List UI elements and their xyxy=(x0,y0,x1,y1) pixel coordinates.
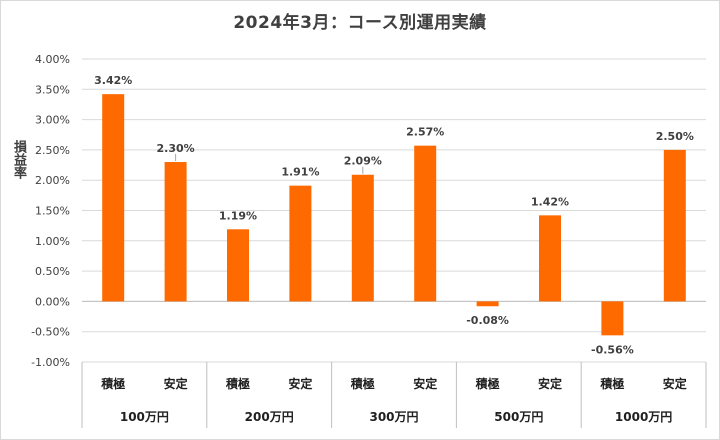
group-label: 100万円 xyxy=(120,410,169,424)
data-label: 2.57% xyxy=(406,126,444,139)
y-tick-label: 0.00% xyxy=(35,295,70,308)
y-tick-label: 1.50% xyxy=(35,205,70,218)
data-label: -0.08% xyxy=(466,314,509,327)
category-label: 積極 xyxy=(350,376,375,391)
data-label: 2.30% xyxy=(157,142,195,155)
data-label: 2.09% xyxy=(344,155,382,168)
y-tick-label: 0.50% xyxy=(35,265,70,278)
y-tick-label: 2.00% xyxy=(35,174,70,187)
bar xyxy=(102,94,125,302)
y-axis-label: 損益率 xyxy=(11,140,26,179)
chart-title: 2024年3月：コース別運用実績 xyxy=(233,13,487,33)
group-label: 200万円 xyxy=(245,410,294,424)
category-label: 積極 xyxy=(100,376,125,391)
category-label: 安定 xyxy=(288,376,312,391)
category-label: 安定 xyxy=(164,376,188,391)
category-label: 安定 xyxy=(538,376,562,391)
y-tick-label: -1.00% xyxy=(31,356,70,369)
bar xyxy=(227,229,249,302)
category-label: 積極 xyxy=(475,376,500,391)
bar xyxy=(476,301,499,307)
y-tick-label: 1.00% xyxy=(35,235,70,248)
bar xyxy=(663,149,686,302)
bar xyxy=(539,215,561,302)
bar xyxy=(289,185,312,302)
category-label: 積極 xyxy=(225,376,250,391)
group-label: 300万円 xyxy=(369,410,418,424)
bar xyxy=(164,162,187,302)
group-label: 1000万円 xyxy=(615,410,672,424)
y-tick-label: 2.50% xyxy=(35,144,70,157)
bar xyxy=(414,145,437,302)
category-label: 安定 xyxy=(413,376,437,391)
data-label: 3.42% xyxy=(94,74,132,87)
y-tick-label: -0.50% xyxy=(31,326,70,339)
bar xyxy=(601,301,624,336)
y-tick-label: 3.00% xyxy=(35,114,70,127)
data-label: 1.42% xyxy=(531,195,569,208)
data-label: 2.50% xyxy=(656,130,694,143)
data-label: 1.91% xyxy=(281,166,319,179)
y-tick-label: 3.50% xyxy=(35,83,70,96)
category-label: 安定 xyxy=(663,376,687,391)
category-label: 積極 xyxy=(599,376,624,391)
bar xyxy=(351,174,374,302)
y-tick-label: 4.00% xyxy=(35,53,70,66)
data-label: 1.19% xyxy=(219,209,257,222)
group-label: 500万円 xyxy=(494,410,543,424)
data-label: -0.56% xyxy=(591,343,634,356)
